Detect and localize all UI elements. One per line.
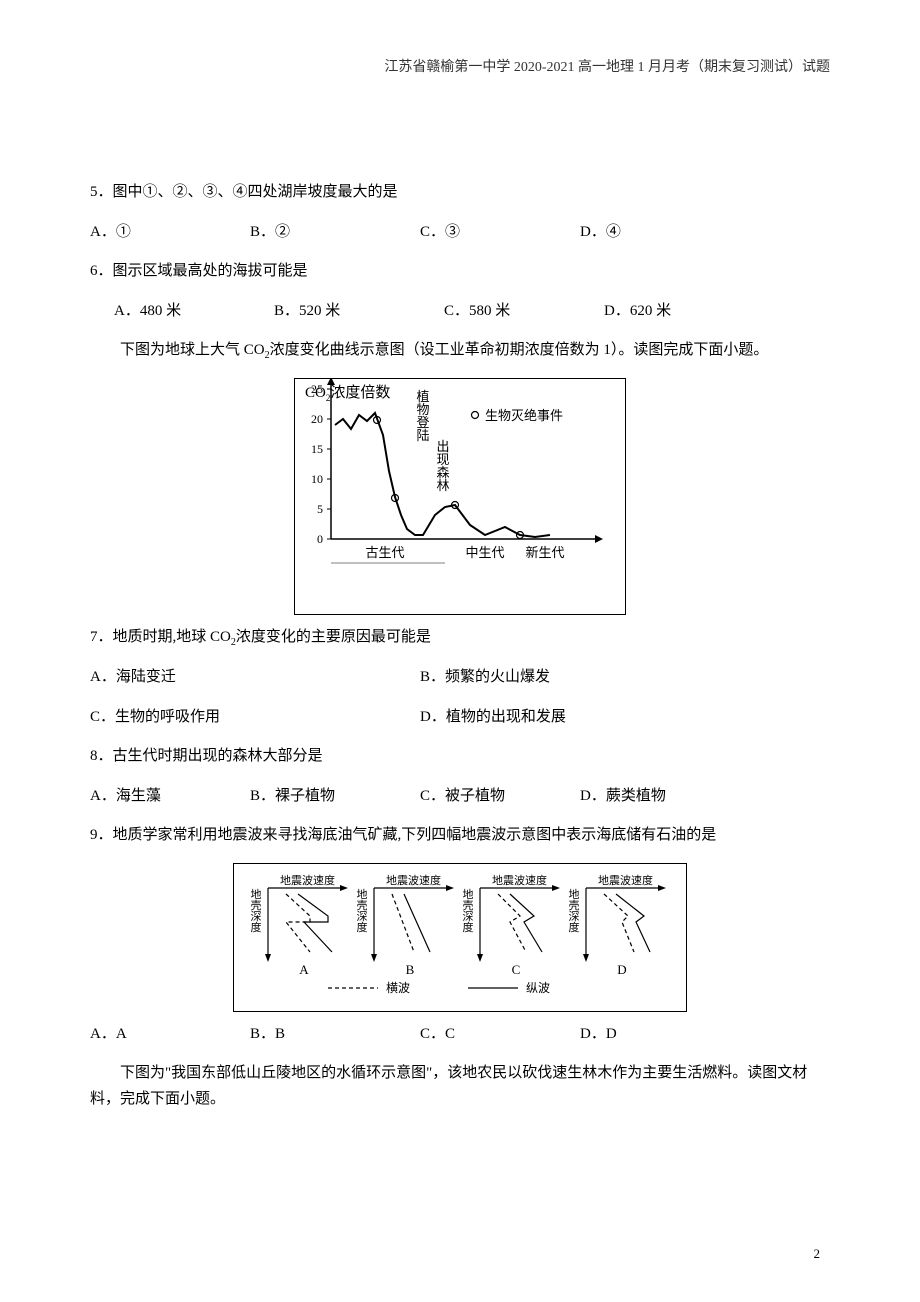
svg-text:5: 5	[317, 502, 323, 516]
svg-text:地壳深度: 地壳深度	[357, 888, 368, 934]
svg-text:地壳深度: 地壳深度	[251, 888, 262, 934]
svg-text:15: 15	[311, 442, 323, 456]
q9-stem: 9．地质学家常利用地震波来寻找海底油气矿藏,下列四幅地震波示意图中表示海底储有石…	[90, 823, 830, 849]
q7-row1: A．海陆变迁 B．频繁的火山爆发	[90, 665, 830, 691]
svg-text:20: 20	[311, 412, 323, 426]
q8-opt-a: A．海生藻	[90, 784, 250, 810]
q5-options: A．① B．② C．③ D．④	[90, 220, 830, 246]
q7-row2: C．生物的呼吸作用 D．植物的出现和发展	[90, 705, 830, 731]
q7-stem: 7．地质时期,地球 CO2浓度变化的主要原因最可能是	[90, 625, 830, 651]
q8-stem: 8．古生代时期出现的森林大部分是	[90, 744, 830, 770]
q5-opt-c: C．③	[420, 220, 580, 246]
q8-opt-c: C．被子植物	[420, 784, 580, 810]
svg-text:新生代: 新生代	[525, 545, 564, 560]
q7-opt-b: B．频繁的火山爆发	[420, 665, 750, 691]
svg-text:地震波速度: 地震波速度	[386, 873, 441, 887]
q9-opt-b: B．B	[250, 1022, 420, 1048]
svg-text:10: 10	[311, 472, 323, 486]
svg-text:25: 25	[311, 382, 323, 396]
q6-opt-c: C．580 米	[444, 299, 604, 325]
svg-text:横波: 横波	[386, 981, 410, 995]
intro1-pre: 下图为地球上大气 CO	[120, 342, 265, 358]
q6-stem: 6．图示区域最高处的海拔可能是	[90, 259, 830, 285]
intro-co2: 下图为地球上大气 CO2浓度变化曲线示意图（设工业革命初期浓度倍数为 1）。读图…	[90, 338, 830, 364]
q9-opt-a: A．A	[90, 1022, 250, 1048]
svg-text:植物登陆: 植物登陆	[416, 389, 429, 443]
svg-text:中生代: 中生代	[465, 545, 504, 560]
svg-text:古生代: 古生代	[365, 545, 404, 560]
q6-opt-a: A．480 米	[114, 299, 274, 325]
intro1-post: 浓度变化曲线示意图（设工业革命初期浓度倍数为 1）。读图完成下面小题。	[270, 342, 769, 358]
q8-opt-d: D．蕨类植物	[580, 784, 740, 810]
q5-opt-d: D．④	[580, 220, 740, 246]
svg-text:D: D	[617, 962, 626, 977]
svg-text:A: A	[299, 962, 309, 977]
svg-text:C: C	[512, 962, 521, 977]
q8-options: A．海生藻 B．裸子植物 C．被子植物 D．蕨类植物	[90, 784, 830, 810]
svg-text:地震波速度: 地震波速度	[598, 873, 653, 887]
svg-text:地壳深度: 地壳深度	[569, 888, 580, 934]
q7-opt-a: A．海陆变迁	[90, 665, 420, 691]
wave-chart: 地震波速度地壳深度 A 地震波速度地壳深度 B 地震波速度地壳深度 C 地震波速度地壳深度 D…	[233, 863, 687, 1012]
q9-opt-c: C．C	[420, 1022, 580, 1048]
q7-post: 浓度变化的主要原因最可能是	[236, 629, 431, 645]
q7-pre: 7．地质时期,地球 CO	[90, 629, 231, 645]
q8-opt-b: B．裸子植物	[250, 784, 420, 810]
wave-chart-wrap: 地震波速度地壳深度 A 地震波速度地壳深度 B 地震波速度地壳深度 C 地震波速度地壳深度 D…	[90, 863, 830, 1012]
q9-opt-d: D．D	[580, 1022, 740, 1048]
q6-opt-d: D．620 米	[604, 299, 764, 325]
svg-text:纵波: 纵波	[526, 981, 550, 995]
co2-svg: CO2浓度倍数0510152025古生代中生代新生代植物登陆出现森林生物灭绝事件	[295, 379, 625, 609]
svg-text:B: B	[406, 962, 415, 977]
page-header: 江苏省赣榆第一中学 2020-2021 高一地理 1 月月考（期末复习测试）试题	[384, 56, 830, 76]
content-area: 5．图中①、②、③、④四处湖岸坡度最大的是 A．① B．② C．③ D．④ 6．…	[90, 180, 830, 1126]
svg-text:生物灭绝事件: 生物灭绝事件	[485, 408, 563, 423]
q9-options: A．A B．B C．C D．D	[90, 1022, 830, 1048]
svg-text:地震波速度: 地震波速度	[492, 873, 547, 887]
svg-text:地壳深度: 地壳深度	[463, 888, 474, 934]
q7-opt-d: D．植物的出现和发展	[420, 705, 750, 731]
wave-svg: 地震波速度地壳深度 A 地震波速度地壳深度 B 地震波速度地壳深度 C 地震波速度地壳深度 D…	[240, 872, 680, 1002]
svg-text:0: 0	[317, 532, 323, 546]
co2-chart-wrap: CO2浓度倍数0510152025古生代中生代新生代植物登陆出现森林生物灭绝事件	[90, 378, 830, 615]
q6-options: A．480 米 B．520 米 C．580 米 D．620 米	[90, 299, 830, 325]
q5-stem: 5．图中①、②、③、④四处湖岸坡度最大的是	[90, 180, 830, 206]
q5-opt-a: A．①	[90, 220, 250, 246]
q7-opt-c: C．生物的呼吸作用	[90, 705, 420, 731]
page-number: 2	[814, 1246, 821, 1262]
svg-text:出现森林: 出现森林	[436, 439, 449, 493]
intro-water-cycle: 下图为"我国东部低山丘陵地区的水循环示意图"，该地农民以砍伐速生林木作为主要生活…	[90, 1061, 830, 1112]
svg-text:地震波速度: 地震波速度	[280, 873, 335, 887]
co2-chart: CO2浓度倍数0510152025古生代中生代新生代植物登陆出现森林生物灭绝事件	[294, 378, 626, 615]
q6-opt-b: B．520 米	[274, 299, 444, 325]
q5-opt-b: B．②	[250, 220, 420, 246]
